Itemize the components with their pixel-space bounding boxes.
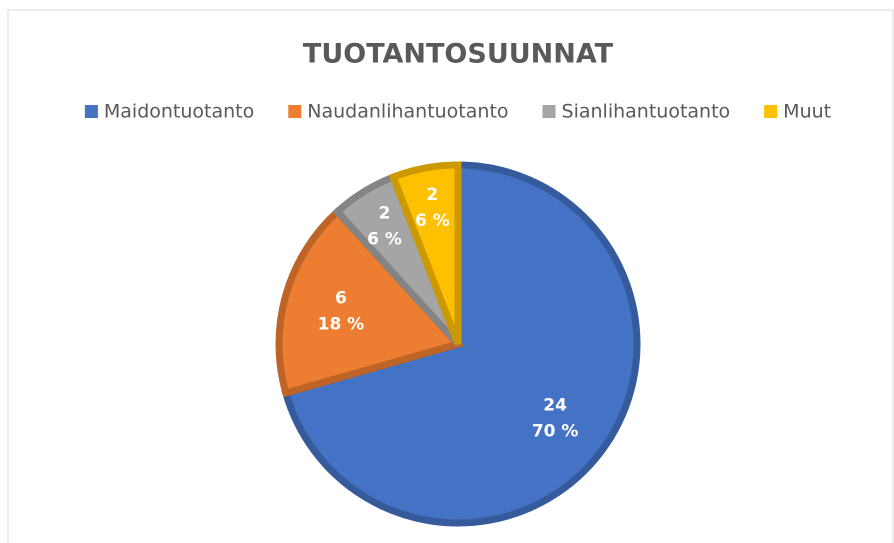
data-label-percent: 6 % xyxy=(415,211,450,231)
legend-swatch xyxy=(764,105,778,118)
data-label-percent: 70 % xyxy=(532,421,579,441)
legend-label: Maidontuotanto xyxy=(104,101,254,123)
legend-swatch xyxy=(84,105,98,118)
data-label: 6 xyxy=(335,289,347,309)
pie-slice xyxy=(275,206,465,398)
data-label-percent: 6 % xyxy=(367,229,402,249)
data-label-percent: 18 % xyxy=(318,315,365,335)
pie-slice xyxy=(388,161,462,346)
legend-label: Sianlihantuotanto xyxy=(562,101,731,123)
chart-title: TUOTANTOSUUNNAT xyxy=(303,39,614,70)
data-label: 2 xyxy=(426,185,438,205)
data-label: 24 xyxy=(543,395,567,415)
legend-label: Naudanlihantuotanto xyxy=(307,101,508,123)
data-label: 2 xyxy=(379,203,391,223)
legend-swatch xyxy=(542,105,556,118)
legend-label: Muut xyxy=(783,101,831,123)
legend-swatch xyxy=(288,105,302,118)
